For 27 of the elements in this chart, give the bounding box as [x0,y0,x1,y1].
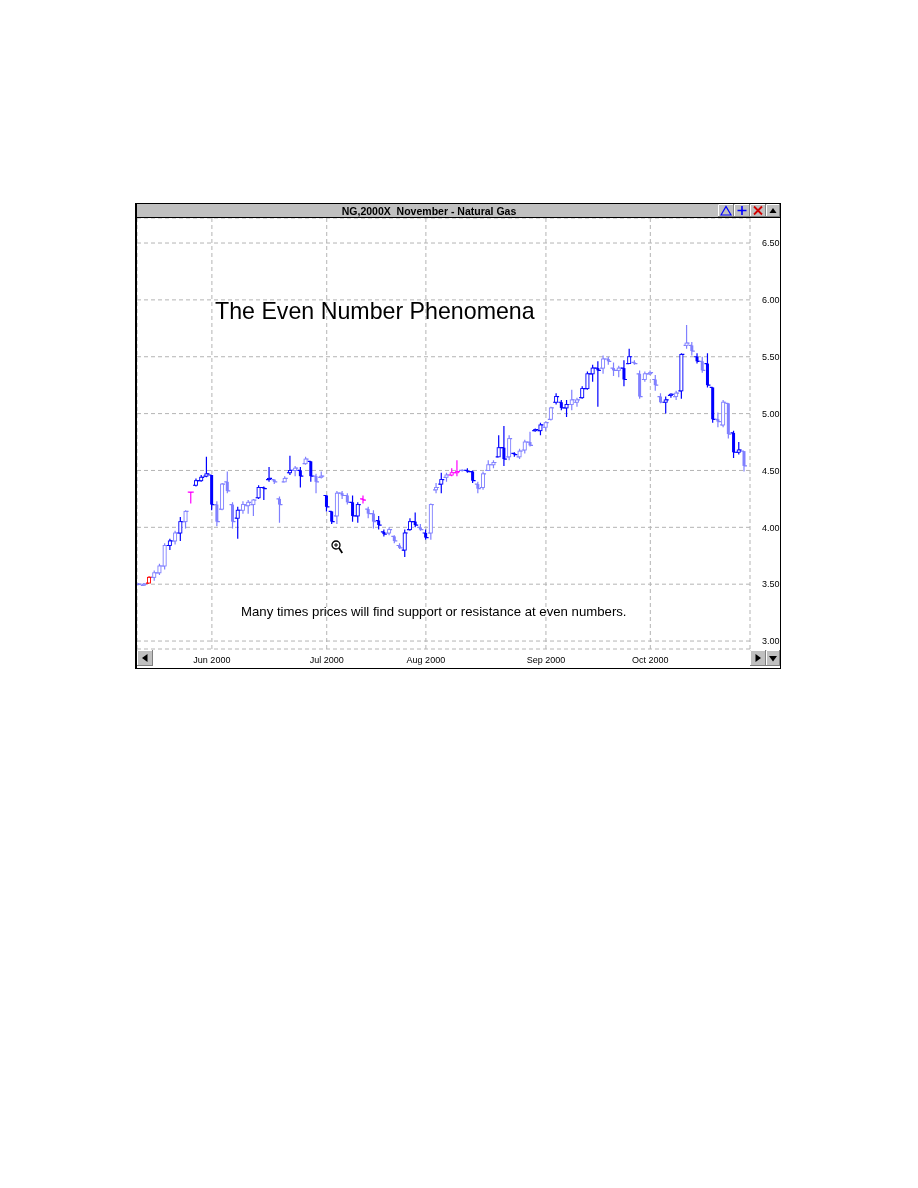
candlestick [742,450,746,473]
y-tick-label: 5.00 [762,408,780,419]
y-tick-label: 3.00 [762,636,780,647]
candlestick [137,582,143,586]
candlestick [428,502,433,541]
x-tick-label: Jul 2000 [309,655,344,666]
candlestick [627,348,632,365]
y-tick-label: 4.50 [762,465,780,476]
y-tick-label: 4.00 [762,522,780,533]
candlestick [507,434,512,461]
chart-title: NG,2000X November - Natural Gas [341,204,517,217]
annotation: The Even Number Phenomena [215,298,535,324]
x-tick-label: Jun 2000 [193,655,231,666]
y-tick-label: 5.50 [762,351,780,362]
candlestick [402,528,407,558]
x-tick-label: Oct 2000 [632,655,669,666]
candlestick [663,395,668,415]
x-tick-label: Sep 2000 [526,655,566,666]
y-tick-label: 3.50 [762,579,780,590]
candlestick [439,472,444,494]
y-tick-label: 6.00 [762,295,780,306]
annotation: Many times prices will find support or resistance at even numbers. [241,603,627,619]
candlestick [434,482,439,494]
candlestick [548,406,553,422]
x-tick-label: Aug 2000 [406,655,446,666]
candlestick [679,352,684,400]
y-tick-label: 6.50 [762,238,780,249]
